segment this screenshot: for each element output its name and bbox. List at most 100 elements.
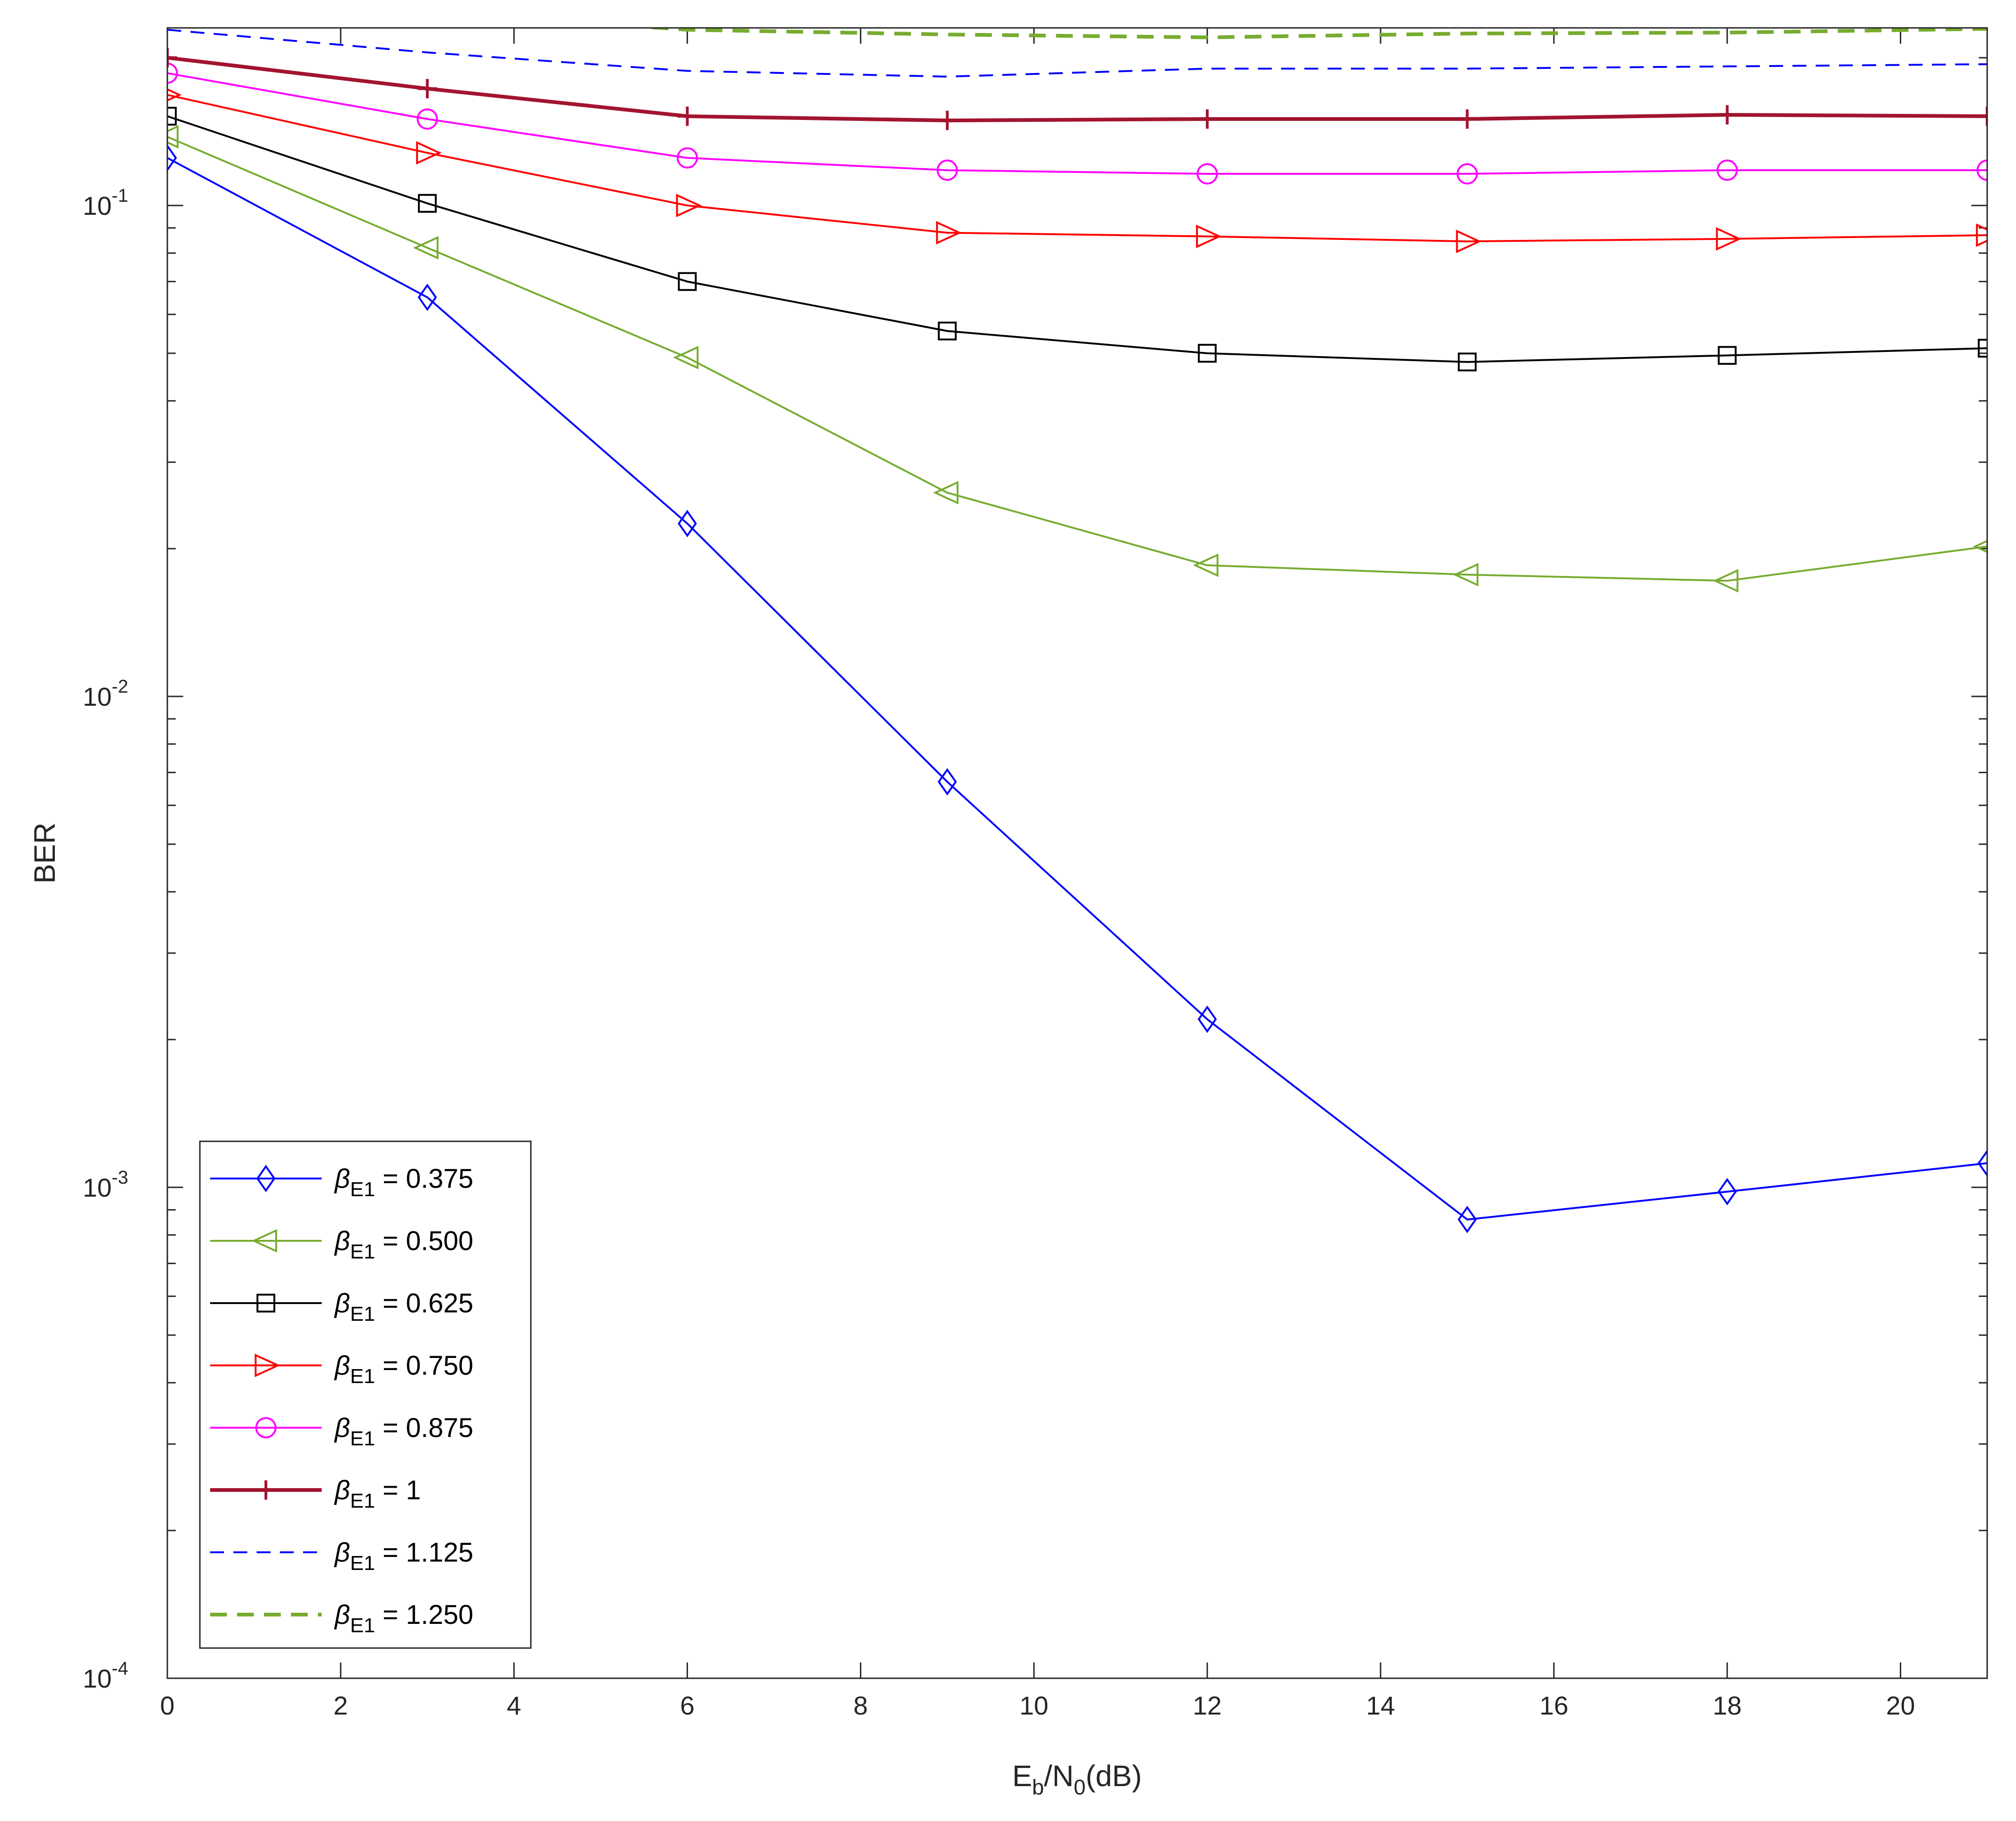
legend-label: βE1 = 0.750: [334, 1351, 473, 1388]
series-5: [167, 62, 1987, 185]
x-tick-label: 18: [1713, 1691, 1742, 1720]
data-point: [1973, 540, 1987, 553]
legend-greek: β: [334, 1351, 350, 1381]
legend-value: = 0.375: [375, 1164, 473, 1194]
series-2: [167, 125, 1987, 593]
data-point: [167, 144, 177, 172]
legend-greek: β: [334, 1600, 350, 1630]
legend-value: = 1: [375, 1475, 421, 1505]
data-point: [1712, 569, 1738, 593]
legend-greek: β: [334, 1288, 350, 1318]
legend-subscript: E1: [350, 1178, 375, 1201]
data-point: [1716, 159, 1738, 181]
y-tick-exponent: -1: [112, 185, 128, 206]
legend-marker: [254, 1353, 280, 1377]
legend-greek: β: [334, 1226, 350, 1256]
series-line: [633, 28, 1987, 40]
y-tick-exponent: -3: [112, 1167, 128, 1188]
data-point: [1718, 1178, 1737, 1205]
data-point: [1458, 352, 1477, 371]
legend-value: = 1.250: [375, 1600, 473, 1630]
legend-subscript: E1: [350, 1490, 375, 1512]
x-tick-label: 10: [1019, 1691, 1048, 1720]
legend-subscript: E1: [350, 1303, 375, 1325]
data-point: [1457, 1205, 1477, 1233]
series-layer: [167, 28, 1987, 1233]
data-point: [1196, 225, 1222, 248]
y-tick-base: 10: [83, 682, 112, 711]
data-point: [676, 193, 702, 218]
data-point: [936, 221, 962, 245]
axis-ticks: [166, 28, 1987, 1679]
series-line: [167, 94, 1987, 243]
legend-marker: [251, 1229, 278, 1253]
data-point: [677, 106, 697, 126]
legend-marker: [256, 1293, 276, 1313]
data-point: [416, 108, 438, 130]
data-point: [1197, 344, 1217, 363]
y-tick-exponent: -4: [112, 1658, 128, 1679]
series-1: [167, 144, 1987, 1233]
legend-subscript: E1: [350, 1427, 375, 1450]
legend-label: βE1 = 1: [334, 1475, 421, 1512]
y-tick-label: 10-2: [83, 676, 128, 711]
series-6: [167, 48, 1987, 130]
data-point: [1716, 227, 1742, 251]
series-line: [167, 29, 1987, 78]
data-point: [167, 48, 177, 67]
data-point: [417, 79, 437, 99]
data-point: [1976, 223, 1987, 247]
data-point: [1193, 553, 1219, 577]
legend-value: = 0.750: [375, 1351, 473, 1381]
data-point: [1977, 1149, 1987, 1177]
legend-subscript: E1: [350, 1614, 375, 1637]
legend-greek: β: [334, 1475, 350, 1505]
series-8: [633, 28, 1987, 40]
data-point: [417, 284, 437, 311]
data-point: [938, 768, 957, 796]
plot-frame: [166, 27, 1988, 1679]
series-line: [167, 56, 1987, 123]
x-tick-label: 20: [1886, 1691, 1915, 1720]
data-point: [1717, 105, 1737, 125]
legend-marker: [256, 1480, 276, 1500]
data-point: [938, 321, 957, 341]
legend-subscript: E1: [350, 1365, 375, 1388]
data-point: [167, 125, 179, 149]
series-line: [167, 115, 1987, 363]
y-tick-label: 10-1: [83, 185, 128, 220]
legend-greek: β: [334, 1164, 350, 1194]
legend-value: = 0.500: [375, 1226, 473, 1256]
data-point: [167, 88, 182, 102]
y-tick-label: 10-3: [83, 1167, 128, 1202]
data-point: [673, 345, 699, 370]
x-axis-title: Eb/N0(dB): [1012, 1759, 1142, 1799]
data-point: [938, 111, 957, 130]
data-point: [1197, 1005, 1217, 1033]
legend-value: = 0.625: [375, 1288, 473, 1318]
data-point: [1456, 163, 1478, 185]
x-axis-title-tail: (dB): [1085, 1759, 1142, 1793]
x-axis-title-sub1: b: [1032, 1775, 1044, 1799]
data-point: [1977, 106, 1987, 126]
legend-greek: β: [334, 1537, 350, 1568]
legend-marker: [255, 1417, 277, 1438]
data-point: [1718, 346, 1737, 365]
legend-subscript: E1: [350, 1552, 375, 1575]
legend-box: [199, 1140, 532, 1649]
y-axis-title: BER: [28, 822, 61, 884]
data-point: [1453, 563, 1479, 587]
y-tick-label: 10-4: [83, 1658, 128, 1693]
y-tick-exponent: -2: [112, 676, 128, 697]
data-point: [933, 481, 958, 504]
data-point: [1197, 109, 1217, 129]
data-point: [1976, 159, 1987, 181]
x-axis-title-sub2: 0: [1074, 1775, 1086, 1799]
x-tick-label: 4: [507, 1691, 521, 1720]
series-line: [167, 136, 1987, 582]
legend-value: = 1.125: [375, 1537, 473, 1568]
y-tick-base: 10: [83, 191, 112, 220]
legend-label: βE1 = 0.375: [334, 1164, 473, 1201]
